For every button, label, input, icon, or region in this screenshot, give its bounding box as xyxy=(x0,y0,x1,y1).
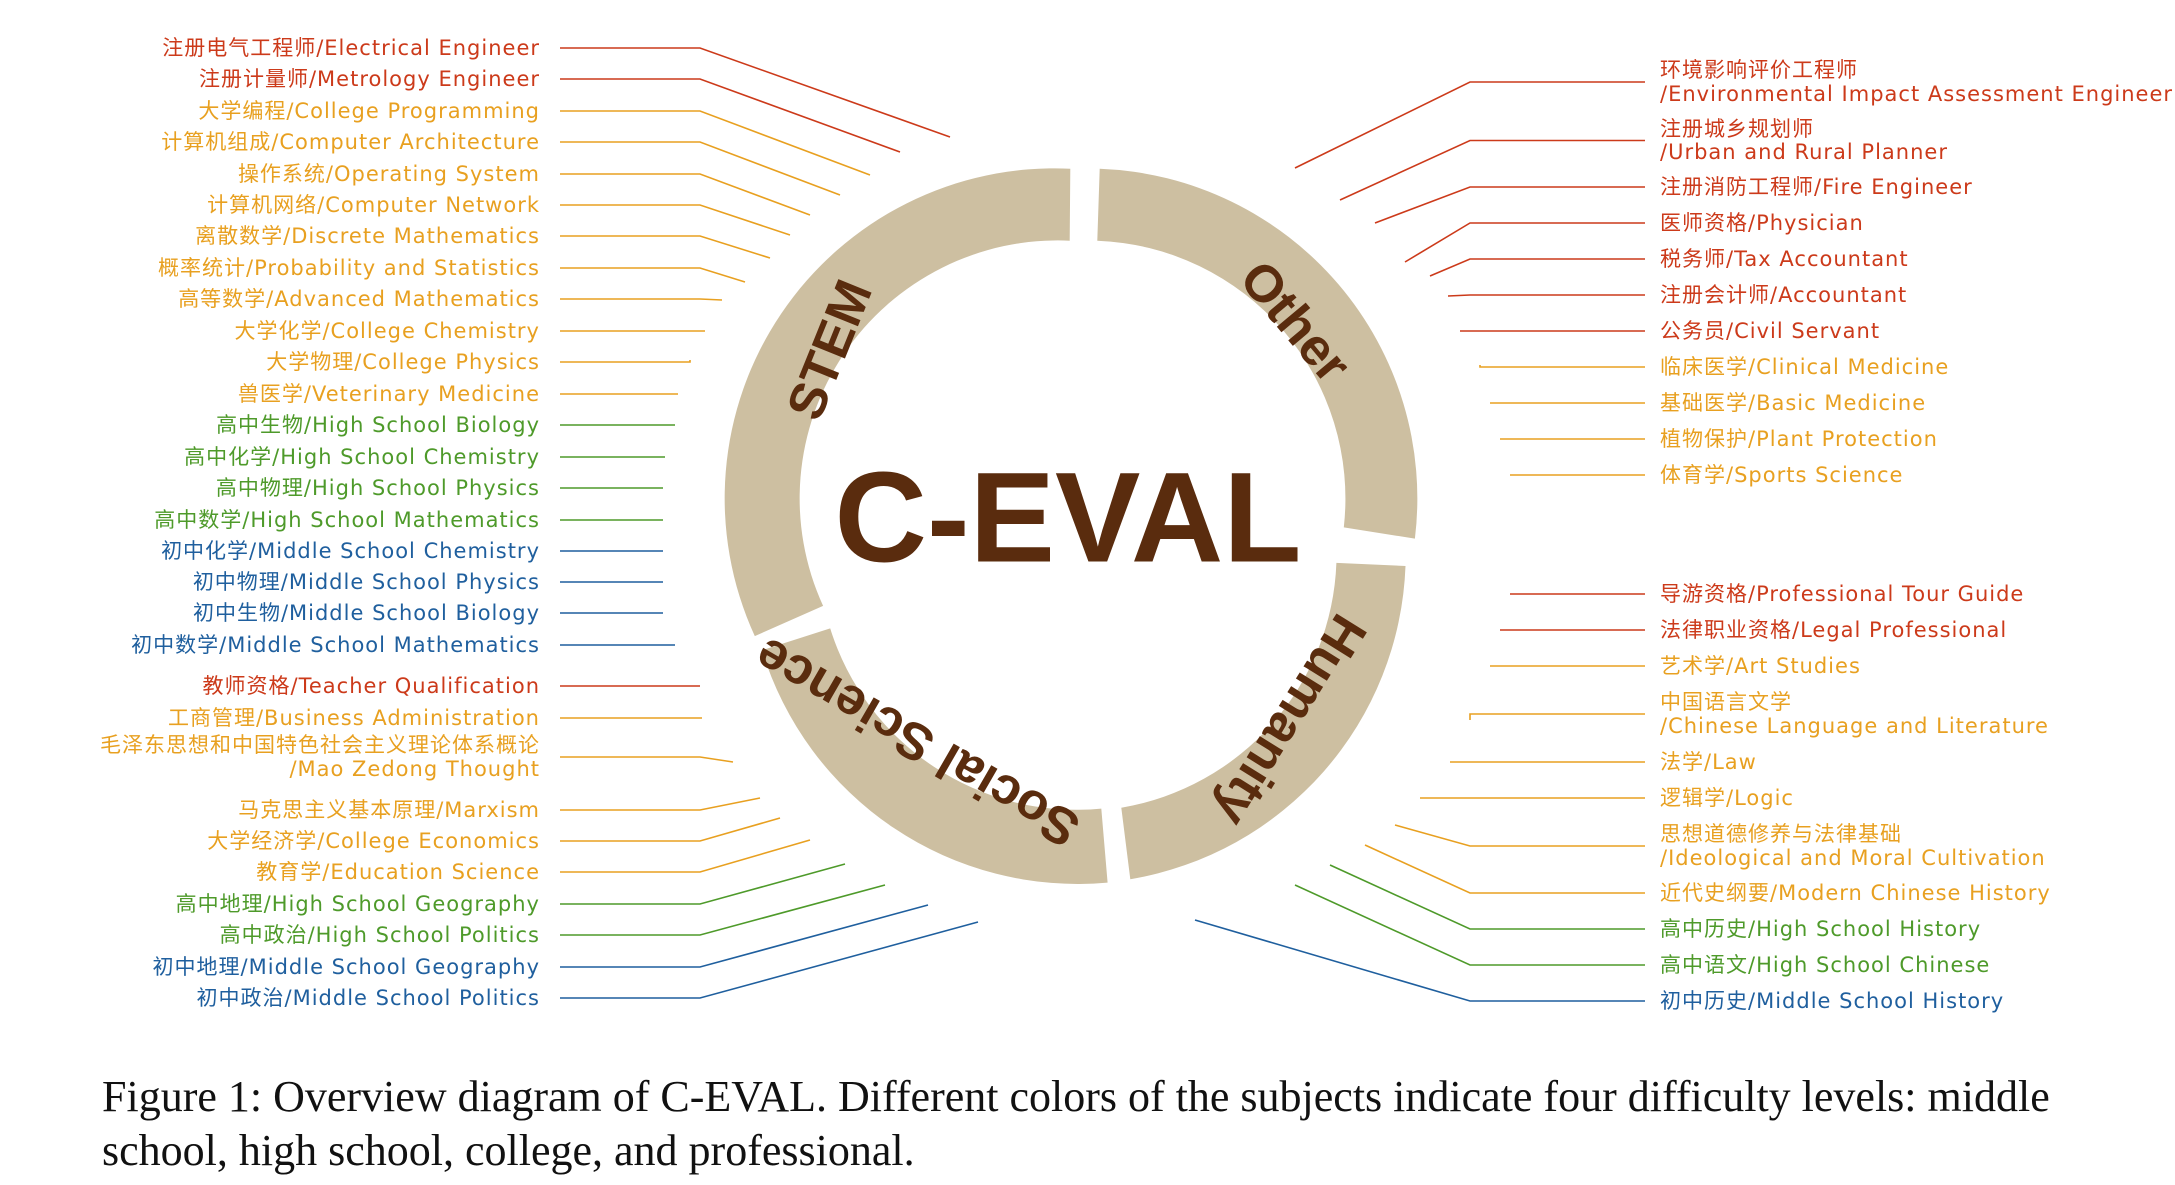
subject-label: 导游资格/Professional Tour Guide xyxy=(1660,582,2024,606)
leader-line xyxy=(560,47,951,138)
subject-label: 高中生物/High School Biology xyxy=(216,413,540,437)
subject-label: 高中语文/High School Chinese xyxy=(1660,953,1990,977)
subject-label: 初中历史/Middle School History xyxy=(1660,989,2004,1013)
leader-line xyxy=(560,78,901,153)
leader-line xyxy=(560,921,979,999)
subject-label: 大学编程/College Programming xyxy=(198,99,540,123)
leader-line xyxy=(560,173,811,216)
subject-label: 艺术学/Art Studies xyxy=(1660,654,1861,678)
subject-label: /Environmental Impact Assessment Enginee… xyxy=(1660,82,2173,106)
subject-label: 初中化学/Middle School Chemistry xyxy=(161,539,540,563)
leader-line xyxy=(560,141,841,196)
subject-label: 兽医学/Veterinary Medicine xyxy=(238,382,540,406)
leader-line xyxy=(560,298,723,301)
subject-label: 体育学/Sports Science xyxy=(1660,463,1903,487)
diagram-title: C-EVAL xyxy=(835,447,1302,590)
category-ring xyxy=(724,168,1418,884)
figure-caption: Figure 1: Overview diagram of C-EVAL. Di… xyxy=(102,1072,2050,1175)
subject-label: 高中地理/High School Geography xyxy=(176,892,540,916)
subject-label: 注册计量师/Metrology Engineer xyxy=(199,67,540,91)
leader-line xyxy=(1394,824,1645,847)
subject-label: 初中生物/Middle School Biology xyxy=(193,601,540,625)
subject-label: 法律职业资格/Legal Professional xyxy=(1660,618,2007,642)
subject-label: 教师资格/Teacher Qualification xyxy=(203,674,540,698)
leader-line xyxy=(1447,294,1645,297)
subject-label: 公务员/Civil Servant xyxy=(1660,319,1880,343)
leader-line xyxy=(560,904,929,968)
leader-line xyxy=(1329,864,1645,930)
leader-line xyxy=(1194,919,1645,1002)
subject-label: /Mao Zedong Thought xyxy=(289,757,540,781)
leader-line xyxy=(560,797,761,811)
subject-label: 概率统计/Probability and Statistics xyxy=(158,256,540,280)
subject-label: 高中化学/High School Chemistry xyxy=(184,445,540,469)
subject-label: 注册消防工程师/Fire Engineer xyxy=(1660,175,1973,199)
leader-line xyxy=(1294,81,1645,169)
subject-label: 注册会计师/Accountant xyxy=(1660,283,1907,307)
subject-label: 教育学/Education Science xyxy=(256,860,540,884)
subject-label: 高中政治/High School Politics xyxy=(220,923,540,947)
subject-label: 初中物理/Middle School Physics xyxy=(193,570,540,594)
subject-label: /Urban and Rural Planner xyxy=(1660,140,1948,164)
leader-line xyxy=(560,817,781,842)
leader-line xyxy=(1429,258,1645,277)
leader-line xyxy=(1364,844,1645,894)
subject-label: 大学物理/College Physics xyxy=(266,350,540,374)
subject-label: 高中数学/High School Mathematics xyxy=(154,508,540,532)
subject-label: 离散数学/Discrete Mathematics xyxy=(195,224,540,248)
subject-label: 中国语言文学 xyxy=(1660,690,1792,714)
subject-label: 初中政治/Middle School Politics xyxy=(197,986,541,1010)
subject-label: 高中物理/High School Physics xyxy=(216,476,540,500)
subject-label: 大学化学/College Chemistry xyxy=(234,319,540,343)
subject-label: 近代史纲要/Modern Chinese History xyxy=(1660,881,2051,905)
subject-label: 环境影响评价工程师 xyxy=(1660,58,1858,82)
subject-label: 注册城乡规划师 xyxy=(1660,117,1814,141)
subject-label: 计算机网络/Computer Network xyxy=(207,193,540,217)
leader-line xyxy=(560,360,691,363)
ring-segment-stem[interactable] xyxy=(724,168,1071,637)
leader-line xyxy=(560,756,734,763)
leader-line xyxy=(1469,713,1645,720)
subject-label: 逻辑学/Logic xyxy=(1660,786,1794,810)
subject-label: 马克思主义基本原理/Marxism xyxy=(238,798,540,822)
leader-line xyxy=(560,839,811,873)
subject-label: /Ideological and Moral Cultivation xyxy=(1660,846,2046,870)
subject-label: 操作系统/Operating System xyxy=(238,162,540,186)
leader-line xyxy=(560,884,886,936)
leader-line xyxy=(560,204,791,236)
leader-line xyxy=(560,863,846,905)
subject-label: 工商管理/Business Administration xyxy=(168,706,540,730)
leader-line xyxy=(560,267,746,283)
subject-label: 计算机组成/Computer Architecture xyxy=(161,130,540,154)
leader-line xyxy=(1339,139,1645,201)
subject-label: 基础医学/Basic Medicine xyxy=(1660,391,1926,415)
subject-label: 高等数学/Advanced Mathematics xyxy=(178,287,540,311)
leader-line xyxy=(1294,884,1645,966)
subject-label: 大学经济学/College Economics xyxy=(207,829,540,853)
subject-label: 毛泽东思想和中国特色社会主义理论体系概论 xyxy=(100,733,540,757)
subject-label: 医师资格/Physician xyxy=(1660,211,1864,235)
ring-segment-other[interactable] xyxy=(1097,168,1418,539)
subject-labels: 注册电气工程师/Electrical Engineer 注册计量师/Metrolo… xyxy=(100,36,2173,1013)
ring-segment-social-science[interactable] xyxy=(762,628,1108,884)
leader-line xyxy=(560,235,771,259)
subject-label: 高中历史/High School History xyxy=(1660,917,1981,941)
subject-label: 初中地理/Middle School Geography xyxy=(153,955,540,979)
subject-label: 法学/Law xyxy=(1660,750,1757,774)
subject-label: 植物保护/Plant Protection xyxy=(1660,427,1938,451)
subject-label: 税务师/Tax Accountant xyxy=(1660,247,1909,271)
subject-label: /Chinese Language and Literature xyxy=(1660,714,2049,738)
leader-line xyxy=(1374,186,1645,224)
subject-label: 注册电气工程师/Electrical Engineer xyxy=(162,36,540,60)
ring-segment-humanity[interactable] xyxy=(1121,562,1406,880)
leader-lines xyxy=(560,47,1645,1002)
subject-label: 临床医学/Clinical Medicine xyxy=(1660,355,1949,379)
leader-line xyxy=(1404,222,1645,263)
subject-label: 思想道德修养与法律基础 xyxy=(1660,822,1902,846)
leader-line xyxy=(1479,365,1645,368)
leader-line xyxy=(560,110,871,176)
subject-label: 初中数学/Middle School Mathematics xyxy=(131,633,540,657)
